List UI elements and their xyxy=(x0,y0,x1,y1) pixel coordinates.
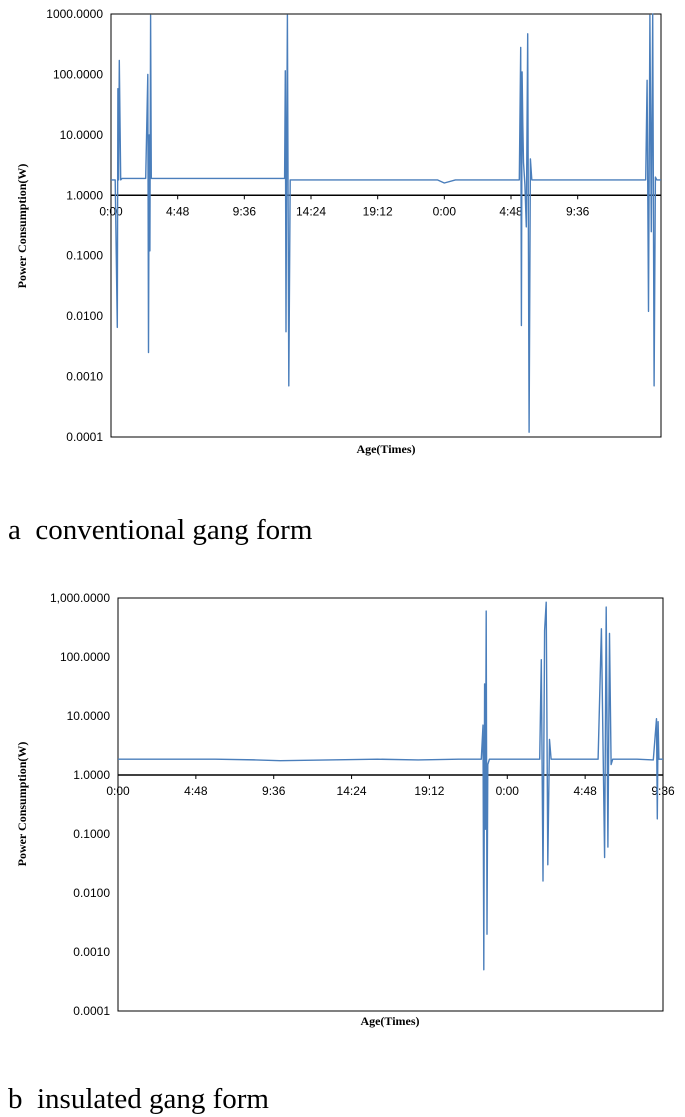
x-tick-label: 4:48 xyxy=(573,784,597,798)
x-tick-label: 9:36 xyxy=(566,204,590,218)
y-tick-label: 100.0000 xyxy=(53,67,103,81)
y-tick-label: 100.0000 xyxy=(60,650,110,664)
y-tick-label: 0.0001 xyxy=(73,1004,110,1018)
y-tick-label: 0.0100 xyxy=(73,886,110,900)
x-tick-label: 19:12 xyxy=(363,204,393,218)
x-tick-labels: 0:00 4:48 9:36 14:24 19:12 0:00 4:48 9:36 xyxy=(99,195,590,218)
y-tick-label: 1000.0000 xyxy=(46,7,103,21)
x-tick-label: 0:00 xyxy=(496,784,520,798)
y-tick-label: 0.0001 xyxy=(66,430,103,444)
y-tick-label: 1.0000 xyxy=(73,768,110,782)
x-axis-label: Age(Times) xyxy=(360,1014,419,1028)
y-axis-label: Power Consumption(W) xyxy=(15,742,29,867)
y-tick-labels: 0.0001 0.0010 0.0100 0.1000 1.0000 10.0000 100… xyxy=(46,7,103,444)
x-tick-label: 4:48 xyxy=(166,204,190,218)
x-tick-label: 0:00 xyxy=(433,204,457,218)
x-tick-label: 14:24 xyxy=(296,204,326,218)
caption-a: a conventional gang form xyxy=(8,514,313,546)
y-tick-label: 0.1000 xyxy=(73,827,110,841)
x-tick-label: 4:48 xyxy=(184,784,208,798)
x-tick-label: 19:12 xyxy=(414,784,444,798)
caption-b: b insulated gang form xyxy=(8,1083,269,1115)
y-tick-label: 10.0000 xyxy=(67,709,111,723)
y-tick-label: 0.0100 xyxy=(66,309,103,323)
y-tick-label: 1,000.0000 xyxy=(50,591,110,605)
y-axis-label: Power Consumption(W) xyxy=(15,164,29,289)
y-tick-label: 0.0010 xyxy=(66,370,103,384)
chart-panel-a: 0.0001 0.0010 0.0100 0.1000 1.0000 10.0000 100… xyxy=(8,7,662,546)
x-tick-label: 0:00 xyxy=(106,784,130,798)
series-line xyxy=(118,601,663,971)
x-tick-label: 14:24 xyxy=(337,784,367,798)
x-axis-label: Age(Times) xyxy=(356,442,415,456)
x-tick-labels: 0:00 4:48 9:36 14:24 19:12 0:00 4:48 9:36 xyxy=(106,775,675,798)
x-tick-label: 0:00 xyxy=(99,204,123,218)
plot-frame xyxy=(117,597,664,1012)
y-tick-label: 0.1000 xyxy=(66,249,103,263)
y-tick-label: 0.0010 xyxy=(73,945,110,959)
chart-panel-b: 0.0001 0.0010 0.0100 0.1000 1.0000 10.0000 100… xyxy=(8,591,675,1115)
x-tick-label: 9:36 xyxy=(651,784,675,798)
x-tick-label: 9:36 xyxy=(233,204,257,218)
plot-frame xyxy=(110,13,662,438)
y-tick-labels: 0.0001 0.0010 0.0100 0.1000 1.0000 10.0000 100… xyxy=(50,591,110,1018)
x-tick-label: 9:36 xyxy=(262,784,286,798)
y-tick-label: 1.0000 xyxy=(66,188,103,202)
x-tick-label: 4:48 xyxy=(499,204,523,218)
series-line xyxy=(111,13,661,433)
y-tick-label: 10.0000 xyxy=(60,128,104,142)
